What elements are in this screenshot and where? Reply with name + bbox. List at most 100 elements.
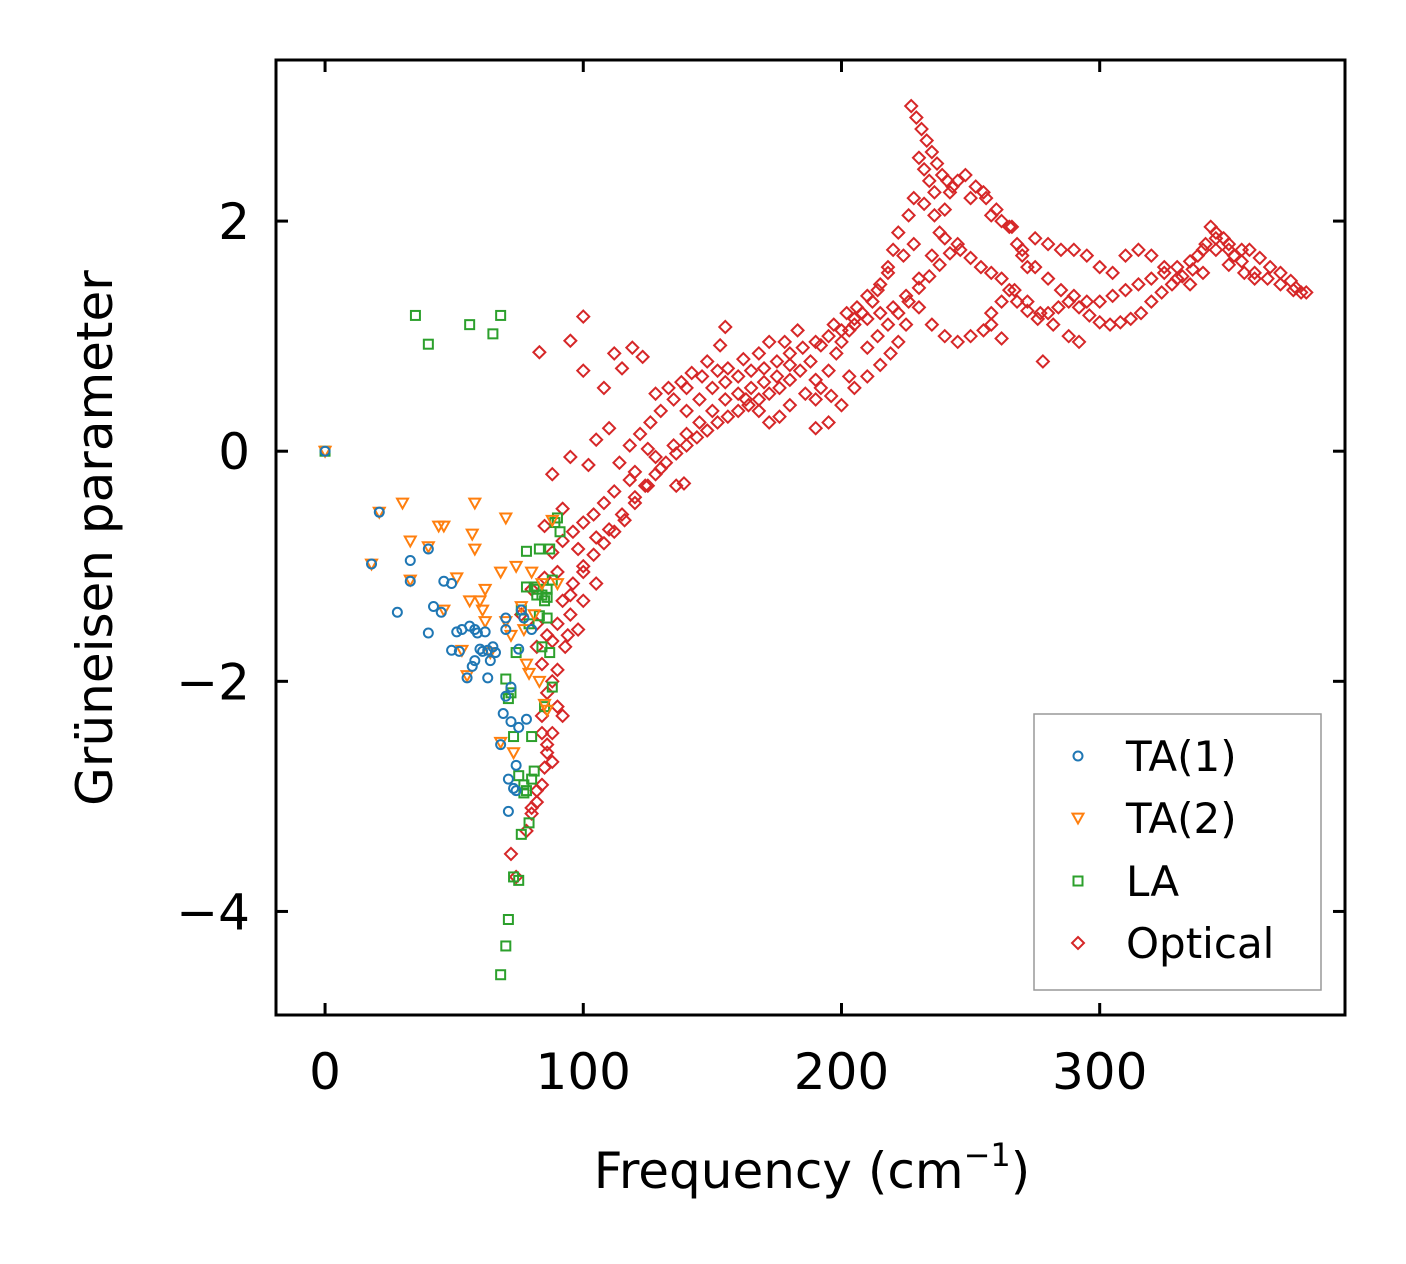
data-point [908, 110, 924, 125]
data-point [502, 773, 514, 785]
data-point [534, 578, 550, 592]
data-point [880, 317, 896, 333]
data-point [1236, 265, 1252, 281]
data-point [524, 566, 539, 580]
data-point [808, 420, 824, 436]
data-point [1247, 271, 1263, 287]
x-axis-title: Frequency (cm−1) [594, 1136, 1031, 1200]
data-point [983, 207, 999, 223]
data-point [751, 345, 767, 361]
data-point [710, 363, 725, 379]
data-point [537, 518, 552, 534]
data-point [839, 305, 855, 321]
data-point [1143, 294, 1159, 310]
x-tick-label: 100 [536, 1043, 631, 1101]
data-point [550, 662, 565, 678]
data-point [756, 360, 772, 376]
data-point [513, 643, 525, 655]
data-point [500, 673, 512, 685]
data-point [601, 420, 617, 436]
data-point [808, 372, 824, 388]
legend-item: TA(2) [1070, 794, 1237, 843]
data-point [640, 441, 656, 457]
data-point [524, 806, 540, 822]
data-point [449, 572, 464, 586]
data-point [575, 564, 591, 580]
data-point [648, 449, 663, 465]
data-point [870, 282, 886, 298]
data-point [1195, 265, 1211, 281]
data-point [717, 319, 733, 335]
data-point [409, 309, 421, 321]
data-point [932, 257, 948, 273]
data-point [422, 627, 434, 639]
data-point [487, 641, 499, 653]
data-point [1198, 236, 1213, 252]
data-point [751, 403, 767, 419]
data-point [1053, 242, 1069, 258]
data-point [684, 365, 700, 381]
legend-label: TA(1) [1125, 732, 1237, 781]
data-point [493, 736, 508, 750]
data-point [821, 363, 836, 379]
data-point [1009, 236, 1025, 252]
data-point [924, 317, 940, 333]
data-point [464, 319, 476, 331]
data-point [782, 345, 798, 361]
data-point [422, 338, 434, 350]
data-point [813, 337, 829, 353]
data-point [1035, 354, 1051, 369]
data-point [637, 478, 653, 494]
data-point [557, 639, 573, 655]
data-point [570, 622, 586, 637]
data-point [699, 423, 715, 438]
data-point [692, 415, 707, 430]
data-point [983, 265, 999, 281]
data-point [467, 497, 483, 511]
x-tick-label: 200 [794, 1043, 889, 1101]
data-point [513, 721, 525, 733]
data-point [489, 647, 501, 659]
data-point [565, 524, 581, 540]
data-point [1112, 314, 1128, 330]
data-point [1234, 253, 1250, 269]
data-point [1252, 250, 1268, 266]
data-point [1208, 225, 1224, 241]
data-point [704, 403, 720, 419]
data-point [1118, 248, 1133, 264]
data-point [841, 322, 857, 338]
data-point [704, 380, 720, 396]
data-point [612, 455, 627, 471]
data-point [772, 380, 787, 396]
data-point [596, 535, 612, 551]
data-point [927, 184, 942, 200]
data-point [792, 363, 808, 379]
data-point [508, 731, 520, 743]
data-point [761, 334, 777, 350]
data-point [539, 704, 555, 718]
data-point [642, 415, 658, 430]
data-point [924, 144, 940, 160]
data-point [834, 334, 849, 350]
data-point [790, 322, 806, 338]
legend-marker [1072, 875, 1084, 887]
data-point [1221, 257, 1237, 273]
data-point [523, 817, 535, 829]
legend-marker [1072, 750, 1084, 762]
data-point [539, 745, 555, 761]
data-point [803, 354, 818, 369]
data-point [1040, 236, 1056, 252]
data-point [1014, 248, 1030, 264]
data-point [544, 545, 560, 560]
data-point [1040, 305, 1056, 321]
data-point [428, 601, 440, 613]
data-point [1053, 282, 1069, 298]
data-point [1040, 271, 1056, 287]
data-point [1019, 259, 1035, 275]
data-point [717, 374, 733, 390]
data-point [1273, 265, 1288, 281]
data-point [482, 672, 494, 684]
data-point [968, 179, 984, 194]
data-point [477, 645, 489, 657]
